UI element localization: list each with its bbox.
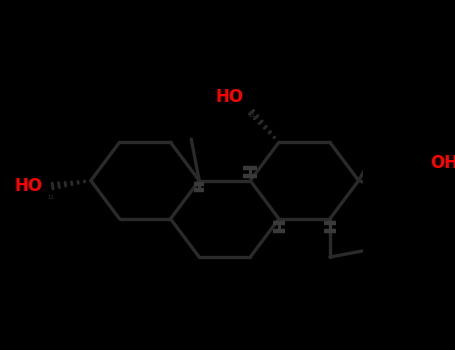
Text: ₁₁: ₁₁ [47, 192, 54, 201]
Polygon shape [397, 159, 431, 193]
Text: HO: HO [216, 89, 244, 106]
Text: ₁₁: ₁₁ [248, 111, 255, 119]
Text: HO: HO [15, 177, 43, 195]
Text: OH: OH [430, 154, 455, 172]
